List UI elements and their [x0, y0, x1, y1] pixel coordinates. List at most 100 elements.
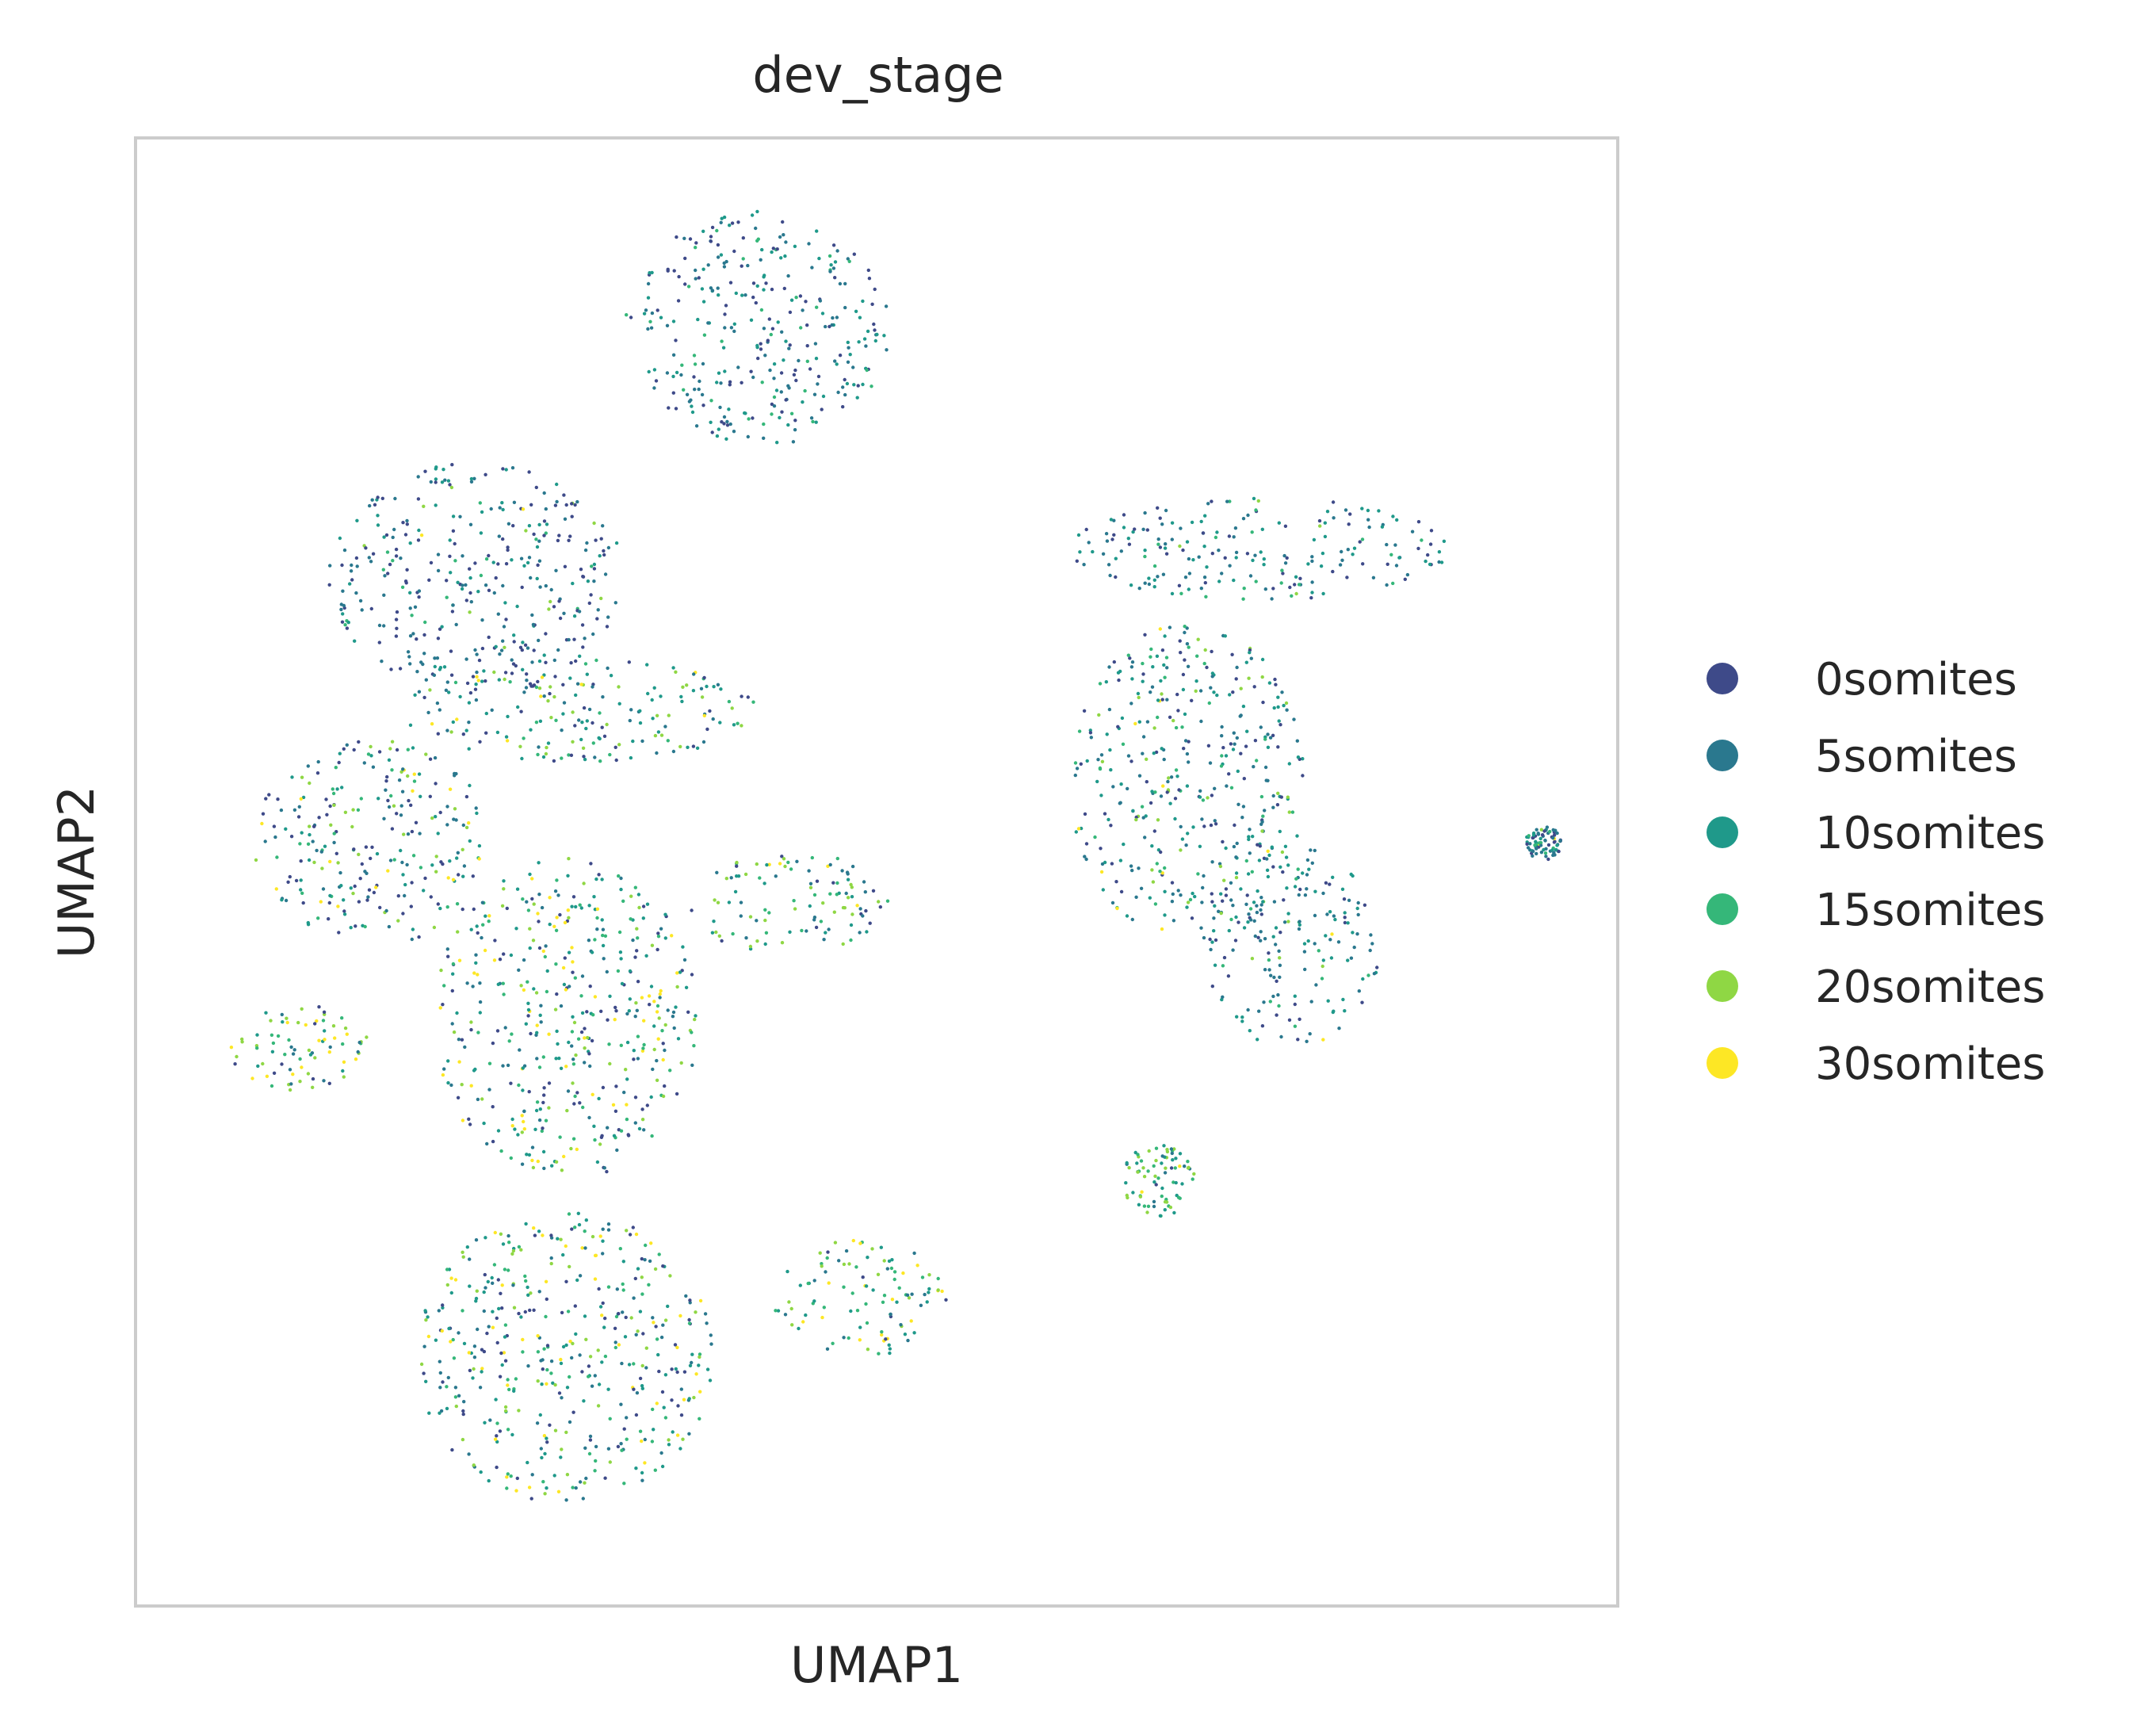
scatter-point — [401, 767, 405, 771]
scatter-point — [584, 726, 588, 731]
scatter-point — [835, 362, 839, 366]
scatter-point — [763, 908, 767, 912]
scatter-point — [429, 480, 433, 484]
scatter-point — [755, 862, 759, 866]
scatter-point — [1259, 550, 1263, 554]
scatter-point — [532, 683, 537, 687]
scatter-point — [660, 1464, 665, 1469]
scatter-point — [682, 1398, 686, 1401]
scatter-point — [571, 740, 575, 744]
scatter-point — [1320, 977, 1324, 981]
scatter-point — [424, 678, 428, 682]
scatter-point — [1223, 634, 1228, 638]
scatter-point — [548, 896, 552, 900]
scatter-point — [603, 1476, 607, 1480]
scatter-point — [1154, 1158, 1158, 1163]
scatter-point — [529, 575, 533, 580]
scatter-point — [715, 228, 719, 233]
scatter-point — [542, 491, 546, 495]
scatter-point — [256, 1064, 260, 1069]
scatter-point — [866, 268, 871, 273]
scatter-point — [430, 722, 434, 726]
scatter-point — [472, 907, 476, 912]
scatter-point — [377, 640, 381, 644]
scatter-point — [1343, 508, 1348, 512]
scatter-point — [694, 1014, 698, 1018]
scatter-point — [727, 699, 732, 704]
scatter-point — [1214, 535, 1218, 540]
scatter-point — [1238, 714, 1242, 718]
scatter-point — [849, 882, 853, 887]
scatter-point — [651, 1316, 655, 1320]
scatter-point — [1169, 1147, 1174, 1151]
scatter-point — [728, 383, 732, 387]
scatter-point — [362, 761, 366, 765]
scatter-point — [512, 500, 517, 504]
scatter-point — [451, 878, 456, 882]
scatter-point — [1355, 932, 1359, 936]
scatter-point — [474, 698, 479, 702]
scatter-point — [401, 521, 405, 525]
scatter-point — [523, 643, 528, 647]
scatter-point — [1366, 518, 1370, 522]
scatter-point — [566, 1089, 571, 1093]
scatter-point — [328, 1045, 332, 1050]
scatter-point — [401, 873, 405, 877]
scatter-point — [728, 224, 732, 228]
scatter-point — [526, 1014, 530, 1018]
scatter-point — [547, 607, 551, 611]
scatter-point — [831, 881, 835, 885]
scatter-point — [1219, 764, 1224, 768]
scatter-point — [665, 323, 670, 327]
scatter-point — [382, 624, 386, 628]
scatter-point — [1267, 958, 1271, 962]
scatter-point — [577, 718, 581, 722]
scatter-point — [513, 1127, 517, 1131]
scatter-point — [545, 1297, 548, 1302]
scatter-point — [1375, 966, 1379, 969]
scatter-point — [349, 926, 353, 930]
scatter-point — [597, 1287, 601, 1291]
scatter-point — [619, 1402, 623, 1406]
scatter-point — [866, 1348, 870, 1352]
scatter-point — [526, 908, 531, 912]
scatter-point — [1205, 565, 1209, 569]
scatter-point — [1297, 583, 1301, 587]
scatter-point — [728, 422, 732, 426]
scatter-point — [472, 1367, 476, 1371]
scatter-point — [613, 601, 617, 605]
scatter-point — [564, 1498, 568, 1502]
scatter-point — [1527, 834, 1531, 838]
scatter-point — [1206, 502, 1210, 506]
scatter-point — [371, 765, 376, 769]
scatter-point — [503, 1335, 507, 1339]
scatter-point — [468, 567, 472, 571]
scatter-point — [696, 317, 700, 322]
scatter-point — [1099, 793, 1103, 797]
scatter-point — [667, 1443, 671, 1447]
scatter-point — [496, 1278, 500, 1282]
scatter-point — [1174, 1180, 1178, 1185]
scatter-point — [812, 893, 817, 897]
scatter-point — [1221, 995, 1225, 1000]
scatter-point — [1250, 957, 1255, 961]
scatter-point — [428, 794, 432, 798]
scatter-point — [1171, 1180, 1175, 1184]
scatter-point — [1367, 525, 1371, 530]
scatter-point — [694, 268, 698, 273]
scatter-point — [597, 1382, 602, 1386]
scatter-point — [1360, 507, 1364, 510]
scatter-point — [1154, 1146, 1159, 1150]
scatter-point — [299, 888, 303, 892]
scatter-point — [450, 1022, 454, 1026]
scatter-point — [751, 281, 756, 285]
scatter-point — [556, 1042, 560, 1046]
scatter-point — [342, 548, 347, 553]
scatter-point — [594, 1459, 598, 1463]
scatter-point — [475, 1289, 479, 1293]
scatter-point — [1150, 844, 1154, 848]
scatter-point — [866, 329, 870, 334]
scatter-point — [640, 1292, 644, 1296]
scatter-point — [457, 1394, 461, 1398]
scatter-point — [1196, 637, 1200, 641]
